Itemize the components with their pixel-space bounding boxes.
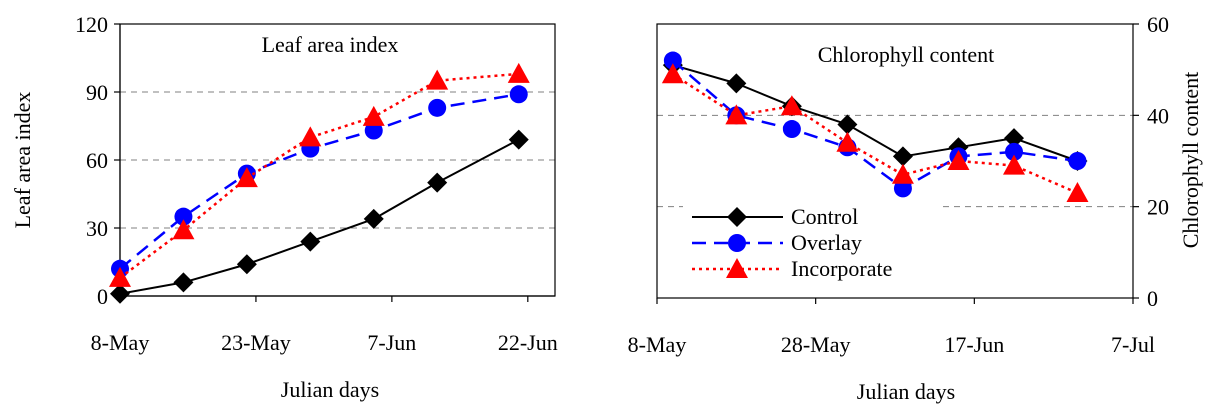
left-x-axis-label: Julian days (281, 377, 379, 402)
y-tick-label: 60 (1147, 12, 1169, 37)
right-y-tick-labels: 0 20 40 60 (1133, 12, 1169, 311)
data-point-incorporate (235, 167, 258, 188)
data-point-incorporate (109, 266, 131, 287)
y-tick-label: 20 (1147, 195, 1169, 220)
series-line-incorporate (672, 73, 1078, 195)
data-point-incorporate (947, 150, 970, 170)
left-y-axis-label: Leaf area index (10, 92, 35, 229)
y-tick-label: 30 (86, 216, 108, 241)
y-tick-label: 0 (1147, 286, 1158, 311)
y-tick-label: 120 (75, 12, 108, 37)
data-point-control (427, 172, 448, 193)
data-point-overlay (509, 85, 528, 104)
left-chart-title: Leaf area index (262, 32, 399, 57)
data-point-incorporate (1003, 154, 1025, 175)
data-point-overlay (1068, 152, 1087, 170)
data-point-incorporate (299, 126, 322, 147)
data-point-incorporate (362, 105, 385, 126)
legend-item-overlay: Overlay (692, 230, 862, 255)
legend-marker-diamond-icon (727, 207, 747, 227)
data-point-overlay (428, 98, 447, 117)
left-series (109, 62, 530, 304)
x-tick-label: 7-Jun (367, 330, 416, 355)
data-point-overlay (174, 207, 193, 226)
legend-label-overlay: Overlay (791, 230, 862, 255)
data-point-control (236, 254, 257, 275)
data-point-overlay (663, 51, 682, 70)
right-y-axis-label: Chlorophyll content (1178, 72, 1203, 249)
data-point-overlay (364, 121, 383, 140)
x-tick-label: 22-Jun (498, 330, 558, 355)
data-point-control (726, 73, 747, 94)
chlorophyll-content-chart: 0 20 40 60 8-May 28-May 17-Jun 7-Jul Chlorophy… (628, 12, 1203, 404)
legend-label-incorporate: Incorporate (791, 256, 892, 281)
x-tick-label: 8-May (628, 332, 687, 357)
data-point-overlay (782, 120, 801, 139)
data-point-control (892, 146, 913, 167)
right-series (661, 51, 1089, 202)
legend-item-incorporate: Incorporate (692, 256, 892, 281)
data-point-incorporate (725, 104, 748, 125)
series-line-overlay (672, 59, 1078, 190)
data-point-incorporate (507, 62, 530, 83)
series-line-control (672, 64, 1078, 162)
data-point-incorporate (1066, 181, 1089, 202)
legend-marker-triangle-icon (726, 258, 748, 278)
legend-background (683, 200, 938, 290)
data-point-control (1004, 128, 1024, 149)
y-tick-label: 0 (97, 284, 108, 309)
data-point-control (363, 208, 384, 229)
right-x-tick-labels: 8-May 28-May 17-Jun 7-Jul (628, 298, 1155, 357)
data-point-control (837, 114, 858, 135)
data-point-incorporate (780, 95, 803, 116)
legend-label-control: Control (791, 204, 858, 229)
legend-marker-circle-icon (728, 234, 746, 252)
data-point-control (173, 272, 194, 293)
x-tick-label: 7-Jul (1111, 332, 1155, 357)
left-plot-frame (119, 23, 556, 297)
right-x-axis-label: Julian days (857, 379, 955, 404)
y-tick-label: 40 (1147, 103, 1169, 128)
data-point-control (110, 283, 130, 304)
leaf-area-index-chart: 0 30 60 90 120 8-May 23-May 7-Jun 22-Jun Leaf a… (10, 12, 558, 402)
x-tick-label: 23-May (221, 330, 291, 355)
data-point-incorporate (426, 69, 449, 90)
right-gridlines (657, 114, 1133, 208)
right-plot-frame (656, 23, 1134, 299)
left-gridlines (120, 91, 555, 229)
data-point-incorporate (172, 219, 195, 240)
data-point-overlay (1005, 142, 1023, 161)
left-x-tick-labels: 8-May 23-May 7-Jun 22-Jun (91, 296, 558, 355)
legend: Control Overlay Incorporate (683, 200, 938, 290)
legend-item-control: Control (692, 204, 858, 229)
left-y-tick-labels: 0 30 60 90 120 (75, 12, 120, 309)
x-tick-label: 17-Jun (944, 332, 1004, 357)
data-point-incorporate (661, 63, 684, 84)
x-tick-label: 28-May (781, 332, 851, 357)
x-tick-label: 8-May (91, 330, 150, 355)
right-chart-title: Chlorophyll content (818, 42, 995, 67)
data-point-incorporate (836, 131, 859, 152)
data-point-incorporate (891, 163, 914, 184)
data-point-overlay (893, 179, 912, 198)
data-point-control (508, 129, 529, 150)
series-line-overlay (119, 93, 519, 270)
data-point-control (300, 231, 321, 252)
y-tick-label: 60 (86, 148, 108, 173)
y-tick-label: 90 (86, 80, 108, 105)
